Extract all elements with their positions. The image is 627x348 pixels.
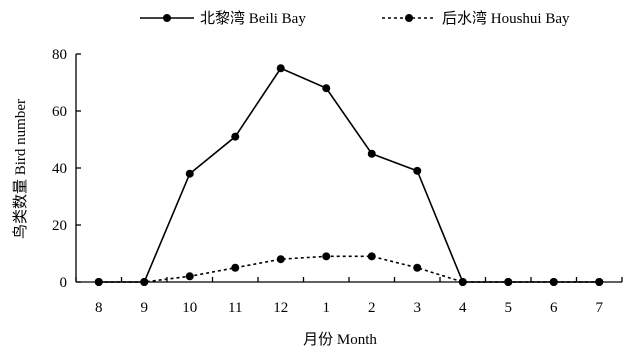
data-point — [413, 263, 422, 272]
data-point — [367, 149, 376, 158]
x-tick-label: 7 — [596, 300, 604, 316]
x-axis-title: 月份 Month — [303, 331, 377, 348]
legend-swatch-marker — [163, 14, 171, 22]
y-tick-label: 20 — [52, 218, 67, 234]
x-tick-label: 5 — [505, 300, 513, 316]
x-tick-label: 3 — [414, 300, 422, 316]
series-2 — [94, 252, 604, 286]
x-tick-label: 1 — [323, 300, 331, 316]
data-point — [595, 278, 604, 286]
series-line — [98, 255, 600, 283]
data-point — [549, 278, 558, 286]
data-point — [140, 278, 149, 286]
data-point — [276, 64, 285, 73]
x-tick-label: 10 — [182, 300, 197, 316]
data-point — [322, 252, 331, 261]
series-line — [98, 67, 600, 283]
y-tick-label: 60 — [52, 104, 67, 120]
x-tick-label: 8 — [95, 300, 103, 316]
data-point — [458, 278, 467, 286]
legend-label: 北黎湾 Beili Bay — [200, 10, 306, 27]
legend: 北黎湾 Beili Bay 后水湾 Houshui Bay — [140, 10, 570, 27]
data-point — [231, 132, 240, 141]
data-point — [413, 166, 422, 175]
data-point — [231, 263, 240, 272]
y-tick-label: 40 — [52, 161, 67, 177]
y-tick-label: 0 — [60, 275, 68, 291]
x-tick-label: 12 — [273, 300, 288, 316]
x-axis: 8 9 10 11 12 1 2 3 4 5 6 7 — [75, 277, 623, 316]
data-point — [185, 169, 194, 178]
y-tick-label: 80 — [52, 47, 67, 63]
x-tick-label: 9 — [141, 300, 149, 316]
legend-swatch-marker — [405, 14, 413, 22]
data-point — [322, 84, 331, 93]
data-point — [504, 278, 513, 286]
x-tick-label: 11 — [228, 300, 242, 316]
series-layer — [94, 64, 604, 286]
data-point — [185, 272, 194, 281]
data-point — [276, 255, 285, 264]
x-tick-label: 2 — [368, 300, 376, 316]
y-axis: 0 20 40 60 80 — [52, 47, 81, 291]
series-1 — [94, 64, 604, 286]
x-tick-label: 6 — [550, 300, 558, 316]
x-tick-label: 4 — [459, 300, 467, 316]
legend-item: 后水湾 Houshui Bay — [382, 10, 570, 27]
y-axis-title: 鸟类数量 Bird number — [12, 99, 29, 239]
legend-item: 北黎湾 Beili Bay — [140, 10, 306, 27]
legend-label: 后水湾 Houshui Bay — [442, 10, 570, 27]
data-point — [367, 252, 376, 261]
data-point — [94, 278, 103, 286]
